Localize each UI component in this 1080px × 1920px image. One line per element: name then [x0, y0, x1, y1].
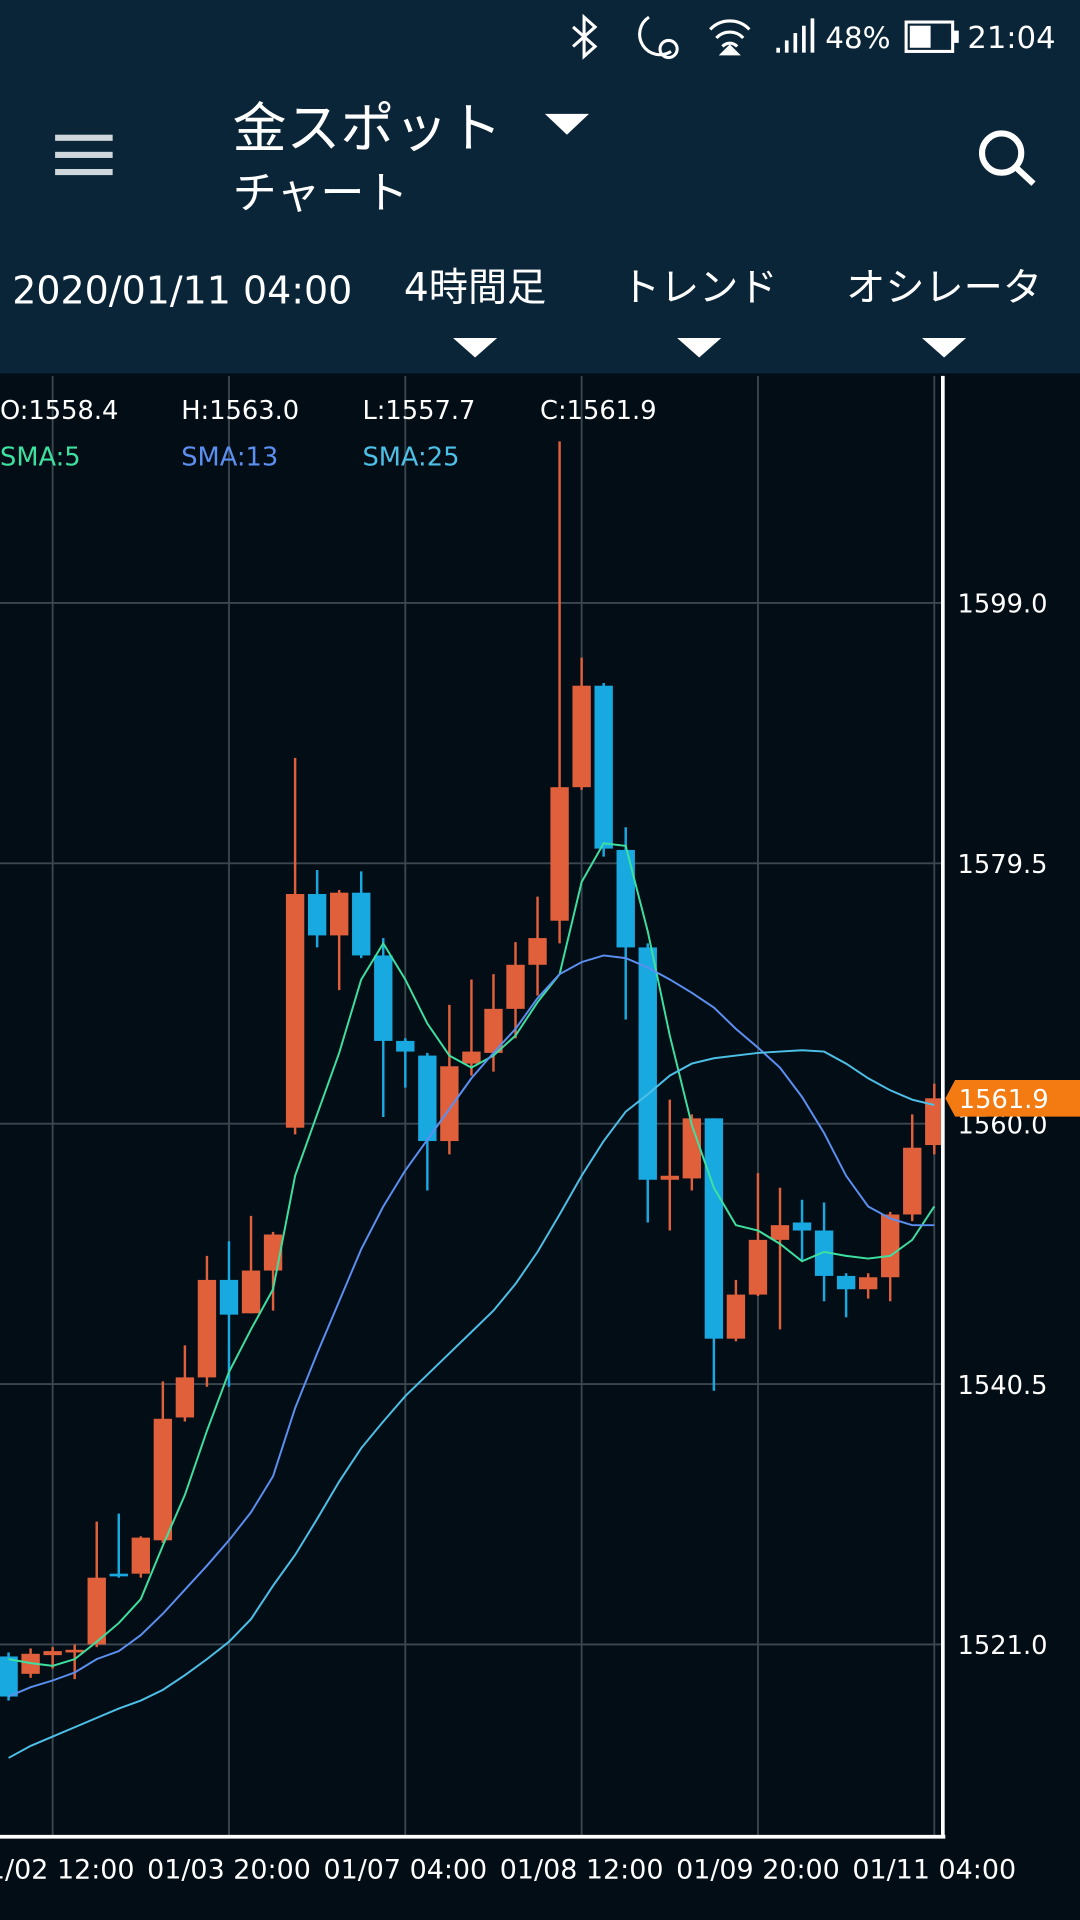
candle-body	[925, 1098, 943, 1146]
candle-body	[440, 1066, 459, 1142]
battery-percent: 48%	[825, 21, 890, 55]
candle-body	[109, 1573, 128, 1577]
candle-body	[307, 894, 327, 936]
candle-body	[704, 1118, 724, 1339]
candle-body	[374, 955, 393, 1041]
candle-body	[484, 1008, 503, 1053]
candle-body	[131, 1537, 150, 1574]
battery-level	[909, 25, 931, 48]
candle-body	[0, 1656, 18, 1697]
moon-icon	[638, 15, 672, 57]
ohlc-label: H:1563.0	[181, 396, 299, 426]
candle-body	[748, 1239, 768, 1295]
ohlc-label: C:1561.9	[540, 396, 657, 426]
last-price-label: 1561.9	[959, 1085, 1049, 1115]
x-tick-label: 01/09 20:00	[676, 1854, 840, 1885]
candle-body	[726, 1294, 746, 1339]
battery-icon	[904, 20, 955, 53]
candle-body	[65, 1649, 84, 1653]
candle-body	[881, 1214, 900, 1278]
candle-body	[330, 892, 349, 936]
x-tick-label: 01/02 12:00	[0, 1854, 135, 1885]
candle-body	[528, 938, 547, 965]
y-tick-label: 1579.5	[958, 850, 1048, 880]
chart-bg	[0, 373, 1080, 1920]
page-title[interactable]: 金スポット	[233, 97, 502, 160]
alarm-icon	[658, 38, 679, 60]
x-tick-label: 01/11 04:00	[852, 1854, 1016, 1885]
candle-body	[352, 892, 371, 956]
candle-body	[153, 1418, 173, 1541]
signal-bar	[776, 47, 780, 53]
candle-body	[792, 1222, 812, 1231]
y-tick-label: 1540.5	[958, 1371, 1048, 1401]
plot	[0, 441, 943, 1759]
ohlc-label: O:1558.4	[0, 396, 118, 426]
candle-body	[638, 947, 657, 1180]
candle-body	[462, 1051, 481, 1064]
x-tick-label: 01/08 12:00	[500, 1854, 664, 1885]
battery-tip	[953, 30, 959, 43]
bluetooth-icon	[572, 13, 598, 60]
ohlc-label: L:1557.7	[362, 396, 475, 426]
candle-body	[219, 1279, 239, 1315]
candle-body	[836, 1275, 856, 1290]
legend-entry: SMA:13	[181, 442, 278, 472]
candle-body	[396, 1040, 415, 1052]
candle-body	[616, 849, 635, 948]
status-icons	[572, 13, 751, 60]
oscillator-dropdown[interactable]	[922, 337, 967, 358]
signal-bar	[784, 40, 789, 53]
candle-body	[506, 964, 525, 1009]
x-tick-label: 01/07 04:00	[323, 1854, 487, 1885]
menu-button[interactable]	[55, 134, 113, 176]
candle-body	[241, 1270, 261, 1314]
signal-bar	[802, 25, 806, 53]
grid	[0, 375, 943, 1837]
wifi-icon	[709, 19, 751, 48]
period-dropdown[interactable]	[453, 337, 498, 358]
last-price-tag	[945, 1079, 1080, 1117]
wifi-dot	[718, 44, 741, 56]
legend-entry: SMA:25	[362, 442, 459, 472]
period-selector[interactable]: 4時間足	[404, 266, 546, 311]
x-tick-label: 01/03 20:00	[147, 1854, 311, 1885]
candle-body	[197, 1279, 217, 1378]
signal-bar	[793, 33, 798, 53]
candle-body	[814, 1230, 834, 1276]
trend-selector[interactable]: トレンド	[621, 266, 778, 311]
candle-body	[660, 1175, 679, 1180]
candle-body	[550, 787, 569, 921]
page-subtitle: チャート	[233, 168, 409, 219]
signal-bar	[810, 18, 815, 53]
title-dropdown[interactable]	[544, 113, 589, 135]
candle-body	[770, 1225, 790, 1240]
legend-entry: SMA:5	[0, 442, 81, 472]
current-datetime[interactable]: 2020/01/11 04:00	[12, 269, 352, 313]
candle-body	[572, 685, 591, 788]
candle-body	[903, 1147, 922, 1215]
signal-icon	[776, 18, 815, 53]
y-tick-label: 1599.0	[958, 590, 1048, 620]
candle-body	[858, 1277, 878, 1290]
search-button[interactable]	[978, 130, 1036, 186]
header-bg	[0, 0, 1080, 374]
candle-body	[87, 1577, 106, 1645]
candle-body	[43, 1651, 62, 1656]
oscillator-selector[interactable]: オシレータ	[846, 266, 1042, 311]
y-tick-label: 1521.0	[958, 1631, 1048, 1661]
sma-line	[8, 1049, 935, 1759]
candle-body	[682, 1118, 702, 1179]
candle-body	[594, 685, 613, 849]
sma-line	[8, 954, 935, 1698]
candle-body	[175, 1377, 195, 1418]
sma-line	[8, 842, 936, 1667]
clock: 21:04	[967, 21, 1055, 56]
candle-body	[418, 1055, 437, 1142]
trend-dropdown[interactable]	[677, 337, 722, 358]
candle-body	[285, 894, 305, 1128]
